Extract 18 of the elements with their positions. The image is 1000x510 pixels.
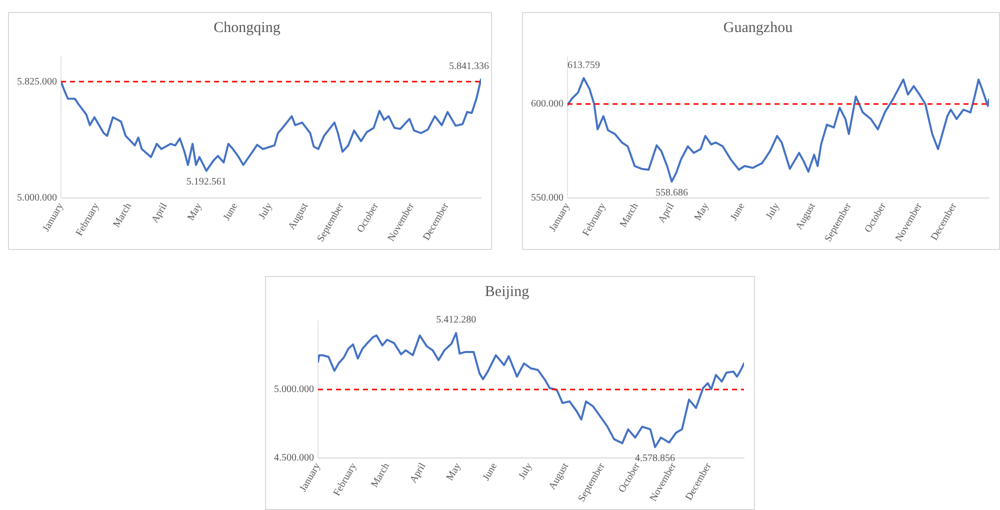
- annotation: 4.578.856: [635, 452, 676, 464]
- y-tick-label: 600.000: [531, 98, 564, 110]
- y-tick-label: 5.000.000: [17, 192, 57, 204]
- y-tick-label: 5.000.000: [274, 384, 314, 396]
- annotation: 613.759: [567, 60, 600, 71]
- annotation: 5.192.561: [186, 176, 226, 188]
- x-tick-label: July: [256, 201, 275, 222]
- annotation: 5.412.280: [436, 314, 476, 326]
- annotation: 5.841.336: [449, 60, 489, 72]
- chart-title: Chongqing: [214, 20, 281, 36]
- x-tick-label: July: [516, 461, 535, 482]
- annotation: 558.686: [655, 187, 688, 198]
- chart-title: Guangzhou: [723, 20, 794, 36]
- x-tick-label: July: [764, 201, 782, 222]
- y-tick-label: 550.000: [531, 192, 564, 204]
- chart-title: Beijing: [484, 284, 530, 300]
- y-tick-label: 4.500.000: [274, 452, 314, 464]
- y-tick-label: 5.825.000: [17, 76, 57, 88]
